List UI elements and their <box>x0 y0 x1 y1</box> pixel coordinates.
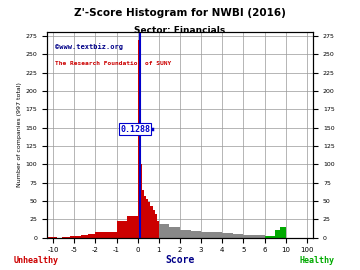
Bar <box>49 237 53 238</box>
Bar <box>95 232 117 238</box>
Bar <box>70 236 74 238</box>
Bar <box>127 216 138 238</box>
Bar <box>212 232 222 238</box>
Bar <box>142 190 144 238</box>
Bar <box>74 236 81 238</box>
X-axis label: Score: Score <box>165 255 195 265</box>
Bar <box>117 221 127 238</box>
Bar <box>150 206 153 238</box>
Bar <box>81 235 89 238</box>
Bar <box>280 227 286 238</box>
Bar <box>201 232 212 238</box>
Bar <box>62 237 66 238</box>
Bar <box>53 237 57 238</box>
Text: ©www.textbiz.org: ©www.textbiz.org <box>55 43 123 50</box>
Bar <box>140 164 142 238</box>
Text: Sector: Financials: Sector: Financials <box>134 26 226 35</box>
Bar <box>40 237 45 238</box>
Y-axis label: Number of companies (997 total): Number of companies (997 total) <box>17 83 22 187</box>
Bar <box>153 210 155 238</box>
Bar <box>233 234 243 238</box>
Bar <box>148 202 150 238</box>
Bar <box>138 40 140 238</box>
Bar <box>254 235 265 238</box>
Bar <box>146 200 148 238</box>
Bar <box>222 233 233 238</box>
Bar <box>265 236 270 238</box>
Text: Z'-Score Histogram for NWBI (2016): Z'-Score Histogram for NWBI (2016) <box>74 8 286 18</box>
Bar <box>180 230 190 238</box>
Text: Unhealthy: Unhealthy <box>14 256 58 265</box>
Text: 0.1288: 0.1288 <box>120 125 150 134</box>
Bar <box>45 237 49 238</box>
Bar <box>144 196 146 238</box>
Bar <box>270 236 275 238</box>
Bar <box>243 235 254 238</box>
Bar <box>275 230 280 238</box>
Text: The Research Foundation of SUNY: The Research Foundation of SUNY <box>55 61 171 66</box>
Bar <box>157 221 159 238</box>
Bar <box>155 214 157 238</box>
Bar <box>159 224 170 238</box>
Bar <box>190 231 201 238</box>
Bar <box>66 237 70 238</box>
Text: Healthy: Healthy <box>299 256 334 265</box>
Bar <box>89 234 95 238</box>
Bar <box>170 227 180 238</box>
